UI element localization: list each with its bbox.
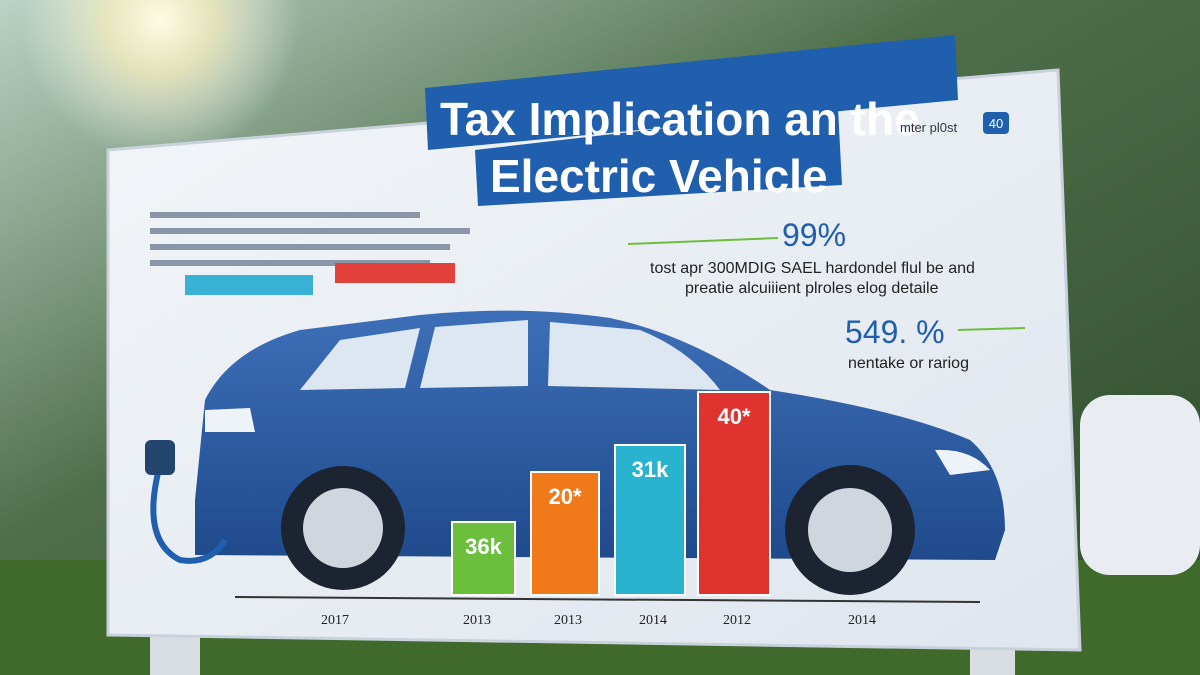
accent-line: [957, 327, 1026, 331]
bar-label: 40*: [717, 404, 750, 429]
year-label: 2013: [463, 613, 491, 628]
text-line: [150, 212, 420, 218]
bar: [451, 521, 516, 596]
button: [335, 263, 455, 283]
title-line: Tax Implication an the: [440, 93, 920, 145]
year-label: 2014: [848, 613, 876, 628]
stat-value: 99%: [782, 217, 846, 253]
charger: [145, 440, 175, 475]
placeholder-text: [150, 212, 470, 266]
stat-text: tost apr 300MDIG SAEL hardondel flul be …: [650, 260, 975, 277]
year-label: 2017: [321, 613, 349, 628]
text-line: [150, 228, 470, 234]
year-label: 2013: [554, 613, 582, 628]
bar: [697, 391, 771, 596]
charging-cable: [150, 464, 228, 564]
bar-label: 20*: [548, 484, 581, 509]
text-line: [150, 244, 450, 250]
title-banner: [475, 108, 842, 206]
text-line: [150, 260, 430, 266]
stat-text: nentake or rariog: [848, 355, 969, 372]
car: [145, 310, 1005, 595]
accent-line: [627, 237, 779, 245]
stat-value: 549. %: [845, 314, 945, 350]
rim: [808, 488, 892, 572]
bar-group: 36k 20* 31k 40*: [451, 391, 771, 596]
corner-text: mter pl0st: [900, 120, 957, 135]
badge: [983, 112, 1009, 134]
bar: [530, 471, 600, 596]
badge-text: 40: [989, 116, 1003, 131]
car-window: [300, 320, 720, 390]
headlight: [935, 449, 990, 475]
bar-label: 36k: [465, 534, 502, 559]
bar: [614, 444, 686, 596]
year-label: 2012: [723, 613, 751, 628]
rim: [303, 488, 383, 568]
parked-car: [1080, 395, 1200, 575]
stat-text: preatie alcuiiient plroles elog detaile: [685, 280, 939, 297]
baseline: [234, 596, 981, 603]
title-banner: [425, 35, 958, 150]
year-label: 2014: [639, 613, 667, 628]
button: [185, 275, 313, 295]
title-line: Electric Vehicle: [490, 150, 828, 202]
year-labels: 2017 2013 2013 2014 2012 2014: [321, 613, 876, 628]
sun-glare: [20, 0, 300, 160]
bar-label: 31k: [632, 457, 669, 482]
taillight: [205, 408, 255, 432]
